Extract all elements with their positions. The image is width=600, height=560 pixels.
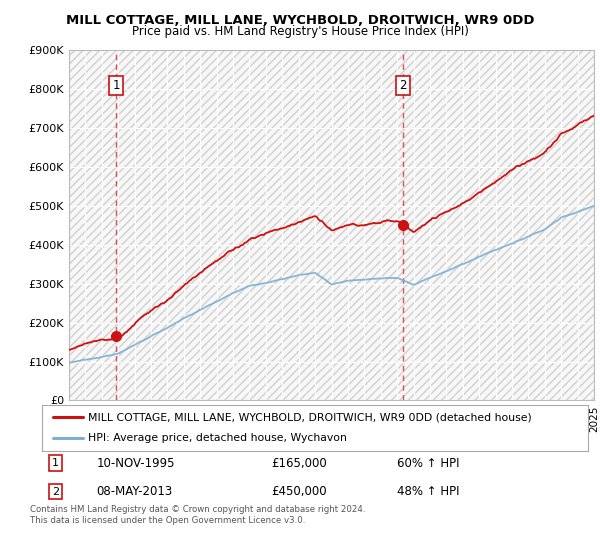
Text: Price paid vs. HM Land Registry's House Price Index (HPI): Price paid vs. HM Land Registry's House …	[131, 25, 469, 38]
Text: 1: 1	[52, 458, 59, 468]
Text: £165,000: £165,000	[271, 456, 327, 470]
Text: 2: 2	[52, 487, 59, 497]
Text: 1: 1	[112, 79, 120, 92]
Text: 10-NOV-1995: 10-NOV-1995	[97, 456, 175, 470]
Text: 08-MAY-2013: 08-MAY-2013	[97, 485, 173, 498]
Text: 48% ↑ HPI: 48% ↑ HPI	[397, 485, 460, 498]
Text: 2: 2	[399, 79, 407, 92]
Text: Contains HM Land Registry data © Crown copyright and database right 2024.
This d: Contains HM Land Registry data © Crown c…	[30, 505, 365, 525]
Text: MILL COTTAGE, MILL LANE, WYCHBOLD, DROITWICH, WR9 0DD (detached house): MILL COTTAGE, MILL LANE, WYCHBOLD, DROIT…	[88, 412, 532, 422]
Text: £450,000: £450,000	[271, 485, 327, 498]
Text: 60% ↑ HPI: 60% ↑ HPI	[397, 456, 460, 470]
Text: MILL COTTAGE, MILL LANE, WYCHBOLD, DROITWICH, WR9 0DD: MILL COTTAGE, MILL LANE, WYCHBOLD, DROIT…	[66, 14, 534, 27]
Text: HPI: Average price, detached house, Wychavon: HPI: Average price, detached house, Wych…	[88, 433, 347, 444]
